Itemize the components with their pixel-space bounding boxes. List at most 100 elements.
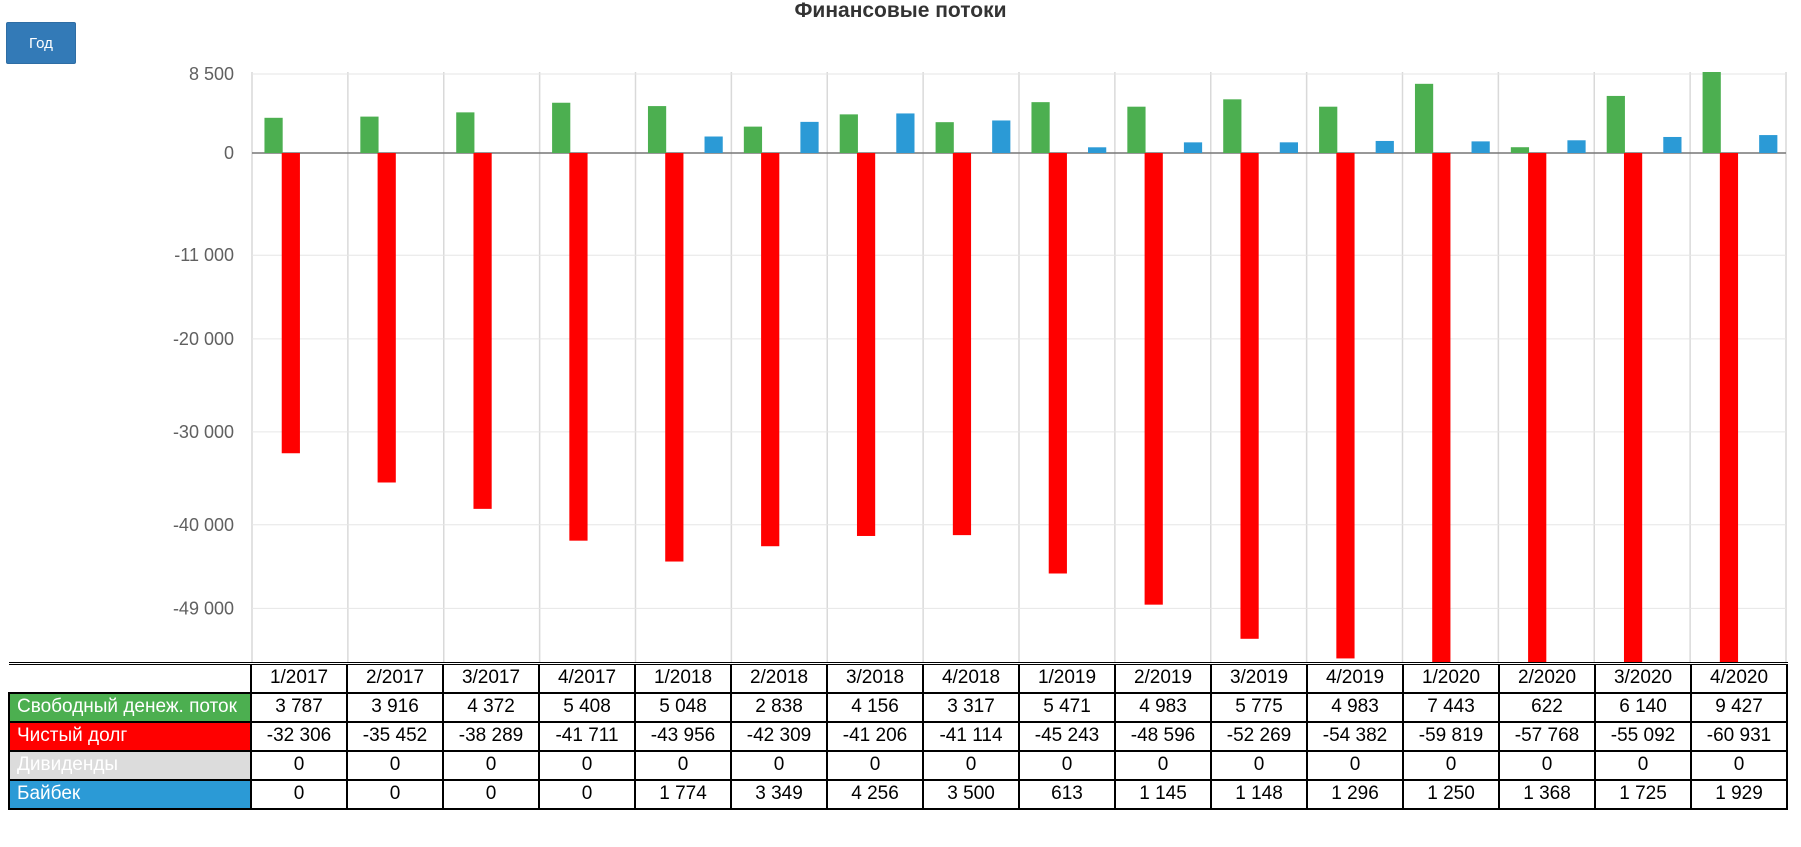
y-tick-label: 8 500 bbox=[189, 64, 234, 84]
bar-free-cash-flow[interactable] bbox=[1606, 95, 1625, 153]
bar-buyback[interactable] bbox=[800, 121, 819, 153]
category-label: 4/2018 bbox=[922, 662, 1020, 694]
bar-net-debt[interactable] bbox=[1719, 153, 1739, 662]
bar-free-cash-flow[interactable] bbox=[360, 116, 379, 153]
bar-free-cash-flow[interactable] bbox=[552, 102, 571, 153]
table-cell: 0 bbox=[1210, 749, 1308, 781]
bar-free-cash-flow[interactable] bbox=[1319, 106, 1338, 153]
bar-buyback[interactable] bbox=[1567, 140, 1586, 153]
bar-buyback[interactable] bbox=[992, 120, 1011, 153]
table-cell: 0 bbox=[1306, 749, 1404, 781]
bar-buyback[interactable] bbox=[1759, 135, 1778, 153]
table-cell: -41 114 bbox=[922, 720, 1020, 752]
category-label: 2/2018 bbox=[730, 662, 828, 694]
table-cell: 4 372 bbox=[442, 691, 540, 723]
table-cell: 1 929 bbox=[1690, 778, 1788, 810]
bar-free-cash-flow[interactable] bbox=[935, 122, 954, 153]
bar-net-debt[interactable] bbox=[1336, 153, 1355, 659]
category-label: 4/2019 bbox=[1306, 662, 1404, 694]
bar-free-cash-flow[interactable] bbox=[1127, 106, 1146, 153]
table-corner bbox=[9, 662, 251, 694]
bar-buyback[interactable] bbox=[1183, 142, 1203, 153]
bar-free-cash-flow[interactable] bbox=[264, 117, 283, 153]
y-tick-label: -30 000 bbox=[173, 422, 234, 442]
bar-buyback[interactable] bbox=[704, 136, 723, 153]
table-cell: 0 bbox=[1594, 749, 1692, 781]
bar-buyback[interactable] bbox=[1375, 140, 1394, 153]
bar-buyback[interactable] bbox=[1471, 141, 1490, 153]
table-cell: -45 243 bbox=[1018, 720, 1116, 752]
table-cell: 9 427 bbox=[1690, 691, 1788, 723]
table-cell: 0 bbox=[250, 778, 348, 810]
series-legend-label[interactable]: Байбек bbox=[8, 778, 252, 810]
bar-free-cash-flow[interactable] bbox=[1031, 102, 1050, 153]
table-cell: 7 443 bbox=[1402, 691, 1500, 723]
table-cell: -48 596 bbox=[1114, 720, 1212, 752]
bars bbox=[264, 72, 1778, 662]
bar-net-debt[interactable] bbox=[1528, 153, 1547, 662]
table-cell: 3 916 bbox=[346, 691, 444, 723]
table-cell: 1 148 bbox=[1210, 778, 1308, 810]
bar-buyback[interactable] bbox=[1088, 147, 1107, 153]
bar-free-cash-flow[interactable] bbox=[1510, 147, 1530, 153]
category-label: 3/2018 bbox=[826, 662, 924, 694]
bar-free-cash-flow[interactable] bbox=[1702, 72, 1721, 153]
bar-net-debt[interactable] bbox=[1432, 153, 1451, 662]
series-legend-label[interactable]: Дивиденды bbox=[8, 749, 252, 781]
bar-buyback[interactable] bbox=[896, 113, 915, 153]
category-label: 3/2020 bbox=[1594, 662, 1692, 694]
bar-net-debt[interactable] bbox=[665, 153, 684, 562]
table-row: Дивиденды 0 0 0 0 0 0 0 0 0 0 0 0 0 0 0 0 bbox=[8, 749, 1788, 781]
table-cell: 1 368 bbox=[1498, 778, 1596, 810]
table-row: Чистый долг -32 306 -35 452 -38 289 -41 711-… bbox=[8, 720, 1788, 752]
table-cell: 622 bbox=[1498, 691, 1596, 723]
bar-net-debt[interactable] bbox=[1240, 153, 1259, 639]
category-label: 3/2019 bbox=[1210, 662, 1308, 694]
bar-free-cash-flow[interactable] bbox=[839, 114, 858, 153]
category-label: 1/2017 bbox=[250, 662, 348, 694]
table-cell: 5 775 bbox=[1210, 691, 1308, 723]
bar-net-debt[interactable] bbox=[1144, 153, 1163, 605]
category-label: 4/2017 bbox=[538, 662, 636, 694]
table-cell: 4 156 bbox=[826, 691, 924, 723]
bar-buyback[interactable] bbox=[1279, 142, 1298, 153]
table-cell: 3 317 bbox=[922, 691, 1020, 723]
table-cell: 5 408 bbox=[538, 691, 636, 723]
table-cell: 0 bbox=[442, 778, 540, 810]
category-label: 4/2020 bbox=[1690, 662, 1788, 694]
bar-net-debt[interactable] bbox=[1623, 153, 1643, 662]
bar-free-cash-flow[interactable] bbox=[743, 126, 763, 153]
bar-net-debt[interactable] bbox=[761, 153, 780, 547]
table-cell: 1 774 bbox=[634, 778, 732, 810]
bar-net-debt[interactable] bbox=[473, 153, 492, 509]
series-legend-label[interactable]: Свободный денеж. поток bbox=[8, 691, 252, 723]
table-cell: 0 bbox=[1498, 749, 1596, 781]
table-cell: 0 bbox=[346, 778, 444, 810]
category-label: 3/2017 bbox=[442, 662, 540, 694]
bar-free-cash-flow[interactable] bbox=[1223, 99, 1242, 153]
y-tick-label: -20 000 bbox=[173, 329, 234, 349]
table-cell: -52 269 bbox=[1210, 720, 1308, 752]
bar-net-debt[interactable] bbox=[856, 153, 876, 536]
y-axis-ticks: 8 500 0 -11 000 -20 000 -30 000 -40 000 -49 00… bbox=[173, 64, 234, 618]
table-cell: 3 500 bbox=[922, 778, 1020, 810]
bar-net-debt[interactable] bbox=[952, 153, 972, 536]
bar-net-debt[interactable] bbox=[569, 153, 588, 541]
bar-buyback[interactable] bbox=[1663, 136, 1682, 153]
series-legend-label[interactable]: Чистый долг bbox=[8, 720, 252, 752]
bar-free-cash-flow[interactable] bbox=[647, 106, 667, 153]
category-label: 1/2020 bbox=[1402, 662, 1500, 694]
table-cell: 0 bbox=[730, 749, 828, 781]
period-year-button[interactable]: Год bbox=[6, 22, 76, 64]
table-cell: -41 711 bbox=[538, 720, 636, 752]
table-cell: -54 382 bbox=[1306, 720, 1404, 752]
bar-net-debt[interactable] bbox=[281, 153, 300, 454]
bar-free-cash-flow[interactable] bbox=[1414, 83, 1434, 153]
table-row: Свободный денеж. поток 3 787 3 916 4 372 5 4… bbox=[8, 691, 1788, 723]
table-cell: 0 bbox=[922, 749, 1020, 781]
bar-net-debt[interactable] bbox=[1048, 153, 1067, 574]
bar-net-debt[interactable] bbox=[377, 153, 396, 483]
table-cell: 3 349 bbox=[730, 778, 828, 810]
table-cell: -35 452 bbox=[346, 720, 444, 752]
bar-free-cash-flow[interactable] bbox=[456, 112, 475, 153]
